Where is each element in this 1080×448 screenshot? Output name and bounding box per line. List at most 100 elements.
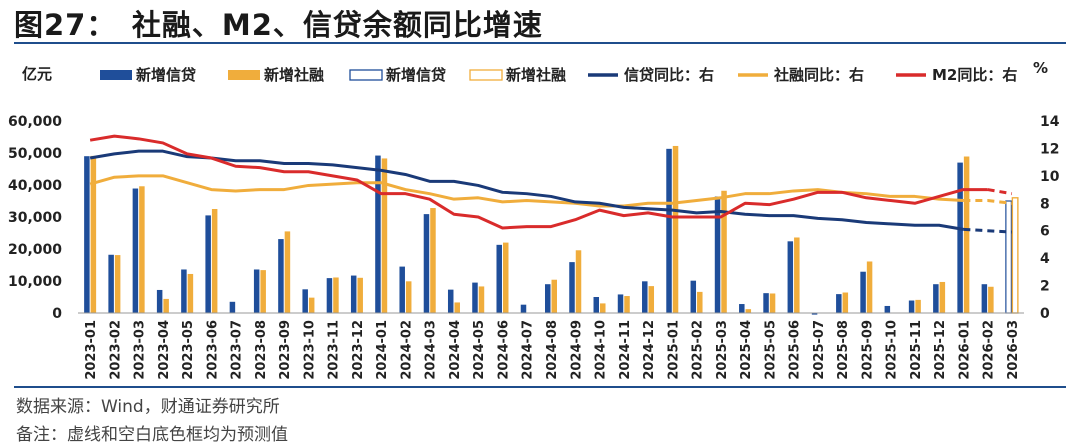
right-tick-label: 0 xyxy=(1040,306,1050,322)
tsf-bar xyxy=(284,231,291,313)
credit-bar xyxy=(666,148,672,313)
credit-bar xyxy=(787,241,794,313)
x-tick-label: 2023-08 xyxy=(254,320,269,380)
x-tick-label: 2024-03 xyxy=(424,320,439,380)
tsf-bar xyxy=(551,279,557,313)
x-tick-label: 2023-12 xyxy=(351,320,366,380)
legend-label: M2同比：右 xyxy=(932,66,1017,84)
tsf-bar xyxy=(842,292,849,313)
left-axis: 0 10,000 20,000 30,000 40,000 50,000 60,000 xyxy=(8,114,62,322)
left-tick-label: 60,000 xyxy=(8,114,62,130)
right-tick-label: 12 xyxy=(1040,141,1059,157)
legend-swatch xyxy=(349,69,383,81)
credit-yoy-line xyxy=(89,149,964,231)
x-tick-label: 2026-03 xyxy=(1006,320,1021,380)
legend-swatch xyxy=(100,70,132,80)
left-tick-label: 10,000 xyxy=(8,274,62,290)
credit-bar xyxy=(714,196,721,313)
right-tick-label: 6 xyxy=(1040,224,1050,240)
tsf-bar xyxy=(357,277,363,313)
tsf-yoy-line-forecast xyxy=(963,199,1013,205)
credit-bar xyxy=(350,275,357,313)
tsf-bar xyxy=(114,255,121,313)
bars xyxy=(84,145,1019,315)
credit-yoy-line-forecast xyxy=(963,227,1012,234)
tsf-bar xyxy=(721,190,727,313)
credit-bar xyxy=(205,215,211,313)
x-tick-label: 2025-09 xyxy=(860,320,875,380)
tsf-bar xyxy=(1011,197,1019,314)
tsf-bar xyxy=(163,298,169,313)
legend-label: 新增信贷 xyxy=(136,66,196,84)
tsf-bar xyxy=(90,155,97,313)
credit-bar xyxy=(181,269,187,313)
tsf-bar xyxy=(672,145,679,313)
tsf-bar xyxy=(600,303,606,313)
right-tick-label: 4 xyxy=(1040,251,1050,267)
left-tick-label: 30,000 xyxy=(8,210,62,226)
credit-bar xyxy=(690,280,697,313)
legend-label: 社融同比：右 xyxy=(773,66,864,84)
tsf-bar xyxy=(939,281,946,313)
tsf-bar xyxy=(478,286,485,313)
right-tick-label: 8 xyxy=(1040,196,1050,212)
tsf-bar xyxy=(260,270,266,313)
credit-bar xyxy=(860,271,866,313)
remark-note: 备注：虚线和空白底色框均为预测值 xyxy=(16,425,288,445)
x-tick-label: 2024-06 xyxy=(496,320,511,380)
tsf-bar xyxy=(915,299,921,313)
x-tick-label: 2024-12 xyxy=(642,320,657,380)
right-tick-label: 2 xyxy=(1040,279,1050,295)
legend-label: 新增社融 xyxy=(264,66,324,84)
x-tick-label: 2026-02 xyxy=(982,320,997,380)
x-tick-label: 2024-11 xyxy=(618,320,633,380)
legend-label: 信贷同比：右 xyxy=(624,66,714,84)
tsf-bar xyxy=(769,293,776,313)
left-tick-label: 0 xyxy=(52,306,62,322)
x-tick-label: 2023-10 xyxy=(302,320,317,380)
x-tick-label: 2025-08 xyxy=(836,320,851,380)
credit-bar xyxy=(302,289,308,313)
right-axis: 0 2 4 6 8 10 12 14 xyxy=(1040,114,1060,322)
credit-bar xyxy=(326,278,333,313)
left-axis-unit: 亿元 xyxy=(22,65,52,83)
credit-bar xyxy=(593,297,600,313)
x-tick-label: 2025-12 xyxy=(933,320,948,380)
x-tick-label: 2024-09 xyxy=(569,320,584,380)
credit-bar xyxy=(520,304,527,313)
x-tick-label: 2023-05 xyxy=(181,320,196,380)
x-tick-label: 2024-05 xyxy=(472,320,487,380)
x-tick-label: 2025-03 xyxy=(715,320,730,380)
tsf-bar xyxy=(575,250,582,313)
tsf-bar xyxy=(648,286,655,313)
series-lines xyxy=(89,134,1013,234)
left-tick-label: 40,000 xyxy=(8,178,62,194)
x-tick-label: 2025-01 xyxy=(666,320,681,380)
tsf-bar xyxy=(866,261,873,313)
left-tick-label: 50,000 xyxy=(8,146,62,162)
credit-bar xyxy=(617,294,624,313)
credit-bar xyxy=(496,244,502,313)
credit-bar xyxy=(423,214,430,313)
credit-bar xyxy=(981,284,988,313)
tsf-bar xyxy=(333,277,339,313)
tsf-bar xyxy=(502,242,509,313)
legend-swatch xyxy=(228,70,260,80)
x-tick-label: 2025-10 xyxy=(885,320,900,380)
credit-bar xyxy=(229,301,236,313)
tsf-bar xyxy=(308,297,315,313)
credit-bar xyxy=(836,294,842,313)
x-tick-label: 2026-01 xyxy=(957,320,972,380)
credit-bar xyxy=(375,155,381,313)
credit-bar xyxy=(156,289,163,313)
right-tick-label: 14 xyxy=(1040,114,1060,130)
x-tick-label: 2025-05 xyxy=(763,320,778,380)
tsf-bar xyxy=(430,208,436,313)
tsf-bar xyxy=(745,309,752,313)
tsf-bar xyxy=(211,209,218,313)
legend: 新增信贷 新增社融 新增信贷 新增社融 信贷同比：右 社融同比：右 M2同比：右 xyxy=(100,66,1017,84)
right-tick-label: 10 xyxy=(1040,169,1060,185)
m2-yoy-line xyxy=(89,134,988,230)
credit-bar xyxy=(884,305,891,313)
x-tick-label: 2023-01 xyxy=(84,320,99,380)
